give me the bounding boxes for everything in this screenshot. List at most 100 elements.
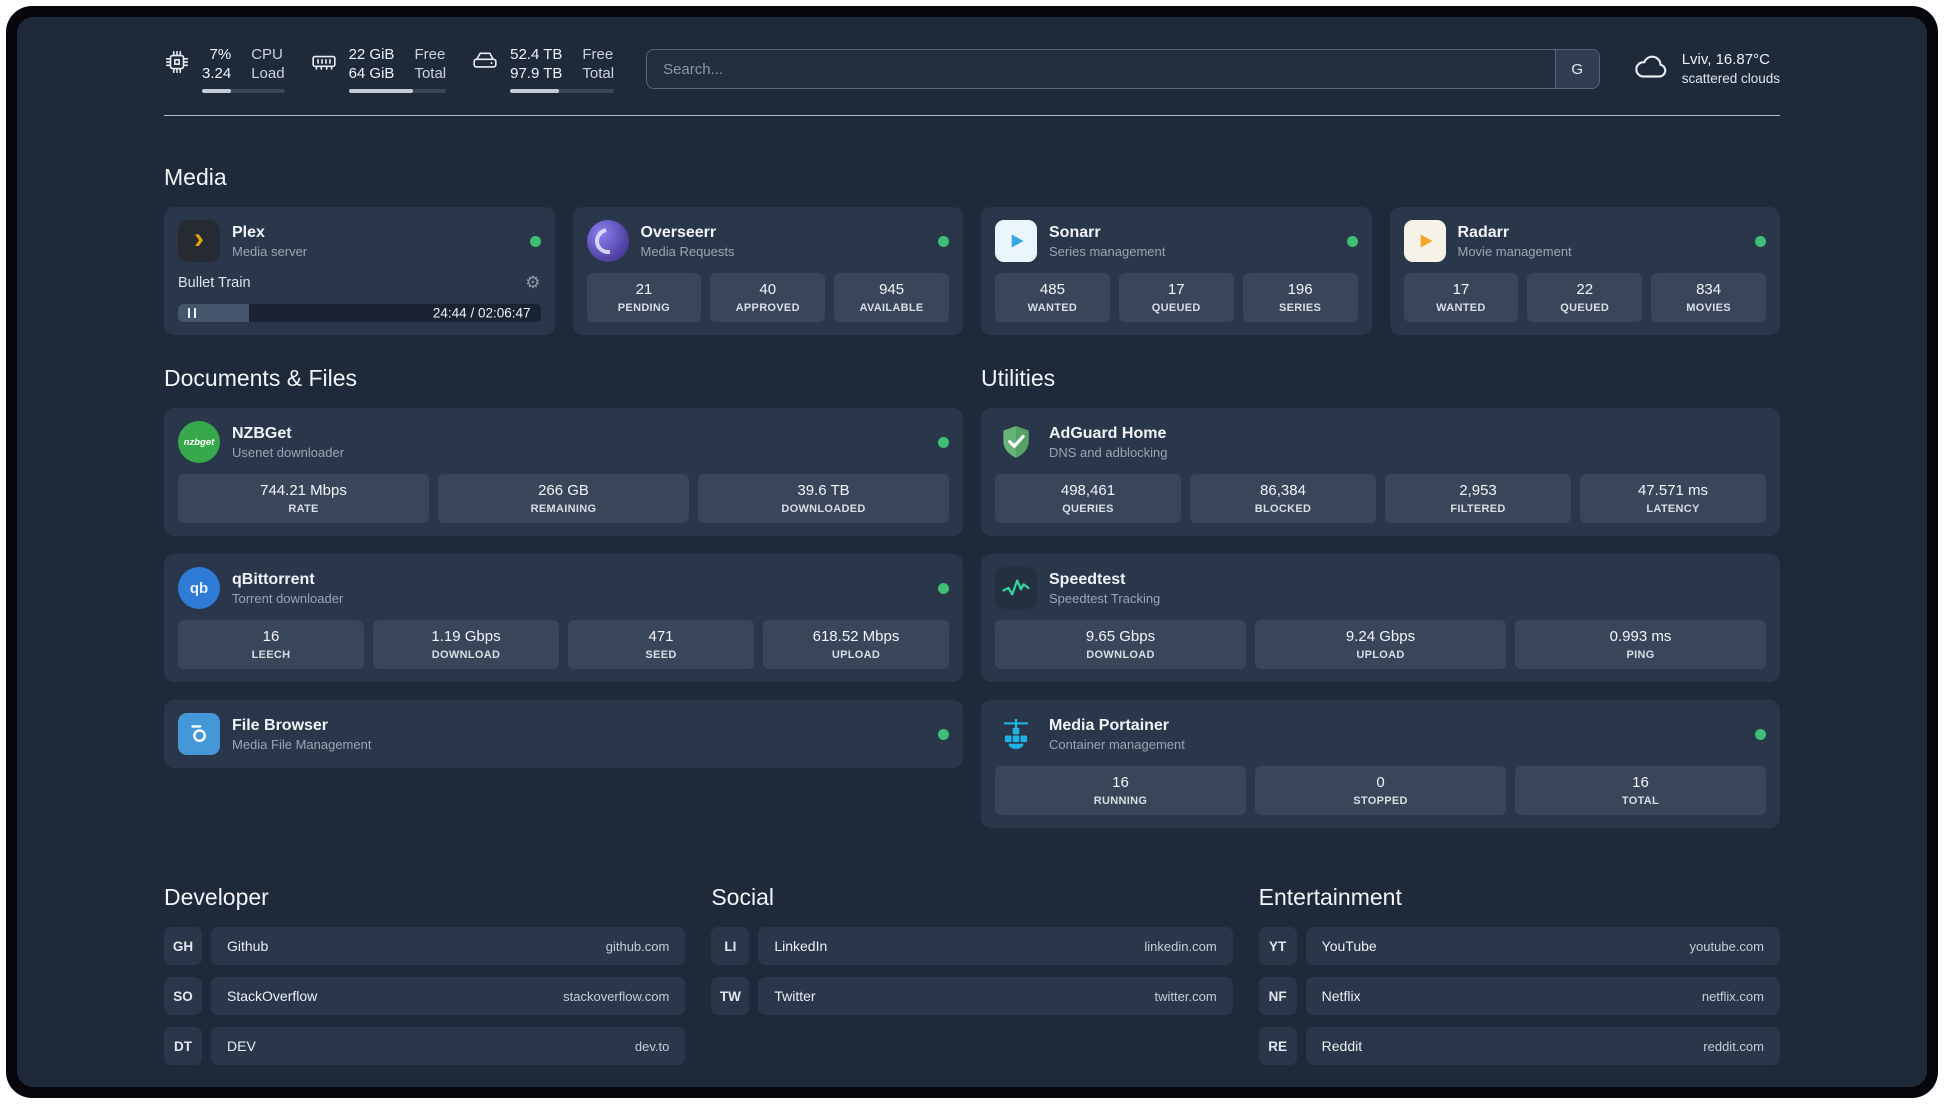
disk-free-value: 52.4 TB xyxy=(510,46,563,63)
app-card-plex[interactable]: › Plex Media server Bullet Train ⚙ 24:44… xyxy=(164,207,555,335)
app-name: Media Portainer xyxy=(1049,716,1170,734)
portainer-icon xyxy=(995,713,1037,755)
disk-progress-fill xyxy=(510,89,559,93)
app-card-radarr[interactable]: Radarr Movie management 17 WANTED 22 QUE… xyxy=(1389,207,1780,335)
reddit-icon: RE xyxy=(1258,1027,1297,1065)
app-subtitle: Container management xyxy=(1049,736,1185,752)
bookmark-github[interactable]: GH Github github.com xyxy=(164,927,686,965)
app-card-overseerr[interactable]: Overseerr Media Requests 21 PENDING 40 A… xyxy=(572,207,963,335)
bookmark-stackoverflow[interactable]: SO StackOverflow stackoverflow.com xyxy=(164,977,686,1015)
bookmark-reddit[interactable]: RE Reddit reddit.com xyxy=(1258,1027,1780,1065)
youtube-icon: YT xyxy=(1258,927,1297,965)
bookmark-url: youtube.com xyxy=(1689,938,1764,954)
playback-time: 24:44 / 02:06:47 xyxy=(432,305,531,321)
app-card-adguard[interactable]: AdGuard Home DNS and adblocking 498,461 … xyxy=(981,408,1780,536)
bookmark-name: YouTube xyxy=(1321,938,1377,954)
bookmark-dev[interactable]: DT DEV dev.to xyxy=(164,1027,686,1065)
app-subtitle: Torrent downloader xyxy=(232,590,344,606)
stat-blocked: 86,384 BLOCKED xyxy=(1190,474,1376,523)
disk-icon xyxy=(472,49,498,75)
cpu-load-value: 3.24 xyxy=(202,65,232,82)
cpu-icon xyxy=(164,49,190,75)
status-dot xyxy=(1755,728,1766,740)
stat-movies: 834 MOVIES xyxy=(1651,273,1766,322)
stat-rate: 744.21 Mbps RATE xyxy=(178,474,429,523)
app-name: Sonarr xyxy=(1049,223,1101,241)
stat-downloaded: 39.6 TB DOWNLOADED xyxy=(698,474,949,523)
section-media: Media › Plex Media server Bullet Train ⚙ xyxy=(164,164,1780,335)
ram-total-label: Total xyxy=(414,65,447,82)
search-input[interactable] xyxy=(647,50,1555,88)
ram-icon xyxy=(311,49,337,75)
section-utilities: Utilities AdGuard Home xyxy=(981,365,1780,828)
app-card-sonarr[interactable]: Sonarr Series management 485 WANTED 17 Q… xyxy=(981,207,1372,335)
status-dot xyxy=(1755,235,1766,247)
stat-total: 16 TOTAL xyxy=(1515,766,1766,815)
nzbget-icon: nzbget xyxy=(178,421,220,463)
bookmark-name: LinkedIn xyxy=(774,938,828,954)
section-title-developer: Developer xyxy=(164,884,269,910)
app-name: Radarr xyxy=(1457,223,1510,241)
qbittorrent-icon: qb xyxy=(178,567,220,609)
radarr-icon xyxy=(1403,220,1446,262)
linkedin-icon: LI xyxy=(711,927,750,965)
app-name: AdGuard Home xyxy=(1049,424,1167,442)
stat-leech: 16 LEECH xyxy=(178,620,364,669)
section-title-media: Media xyxy=(164,164,227,190)
bookmark-url: twitter.com xyxy=(1154,988,1217,1004)
stat-approved: 40 APPROVED xyxy=(710,273,826,322)
app-card-qbittorrent[interactable]: qb qBittorrent Torrent downloader 16 LEE… xyxy=(164,554,963,682)
netflix-icon: NF xyxy=(1258,977,1297,1015)
ram-total-value: 64 GiB xyxy=(348,65,395,82)
app-subtitle: Media File Management xyxy=(232,736,372,752)
app-card-portainer[interactable]: Media Portainer Container management 16 … xyxy=(981,700,1780,828)
status-dot xyxy=(938,436,949,448)
stat-queries: 498,461 QUERIES xyxy=(995,474,1181,523)
search-engine-button[interactable]: G xyxy=(1554,50,1599,88)
bookmark-youtube[interactable]: YT YouTube youtube.com xyxy=(1258,927,1780,965)
weather-condition: scattered clouds xyxy=(1681,71,1780,86)
status-dot xyxy=(529,235,541,247)
stat-remaining: 266 GB REMAINING xyxy=(438,474,689,523)
bookmark-name: DEV xyxy=(227,1038,256,1054)
status-dot xyxy=(1346,235,1358,247)
stat-running: 16 RUNNING xyxy=(995,766,1246,815)
status-dot xyxy=(938,582,949,594)
bookmark-name: Twitter xyxy=(774,988,816,1004)
top-bar: 7% 3.24 CPU Load xyxy=(164,17,1780,93)
cpu-progress-bar xyxy=(202,89,285,93)
disk-progress-bar xyxy=(510,89,615,93)
app-card-filebrowser[interactable]: File Browser Media File Management xyxy=(164,700,963,768)
section-title-utilities: Utilities xyxy=(981,365,1056,391)
bookmark-url: linkedin.com xyxy=(1144,938,1217,954)
section-title-documents: Documents & Files xyxy=(164,365,358,391)
playback-progress-bar[interactable]: 24:44 / 02:06:47 xyxy=(178,304,541,322)
bookmark-url: stackoverflow.com xyxy=(563,988,670,1004)
bookmark-twitter[interactable]: TW Twitter twitter.com xyxy=(711,977,1233,1015)
app-subtitle: Movie management xyxy=(1457,243,1572,259)
gear-icon[interactable]: ⚙ xyxy=(525,273,541,293)
filebrowser-icon xyxy=(178,713,220,755)
stat-ping: 0.993 ms PING xyxy=(1515,620,1766,669)
disk-metric: 52.4 TB 97.9 TB Free Total xyxy=(472,45,615,93)
app-card-nzbget[interactable]: nzbget NZBGet Usenet downloader 744.21 M… xyxy=(164,408,963,536)
weather-widget: Lviv, 16.87°C scattered clouds xyxy=(1632,50,1780,88)
ram-progress-bar xyxy=(348,89,447,93)
sonarr-icon xyxy=(995,220,1037,262)
cpu-progress-fill xyxy=(202,89,231,93)
plex-icon: › xyxy=(178,220,220,262)
stat-seed: 471 SEED xyxy=(568,620,754,669)
app-subtitle: Usenet downloader xyxy=(232,444,345,460)
ram-metric: 22 GiB 64 GiB Free Total xyxy=(311,45,447,93)
ram-progress-fill xyxy=(348,89,413,93)
bookmark-linkedin[interactable]: LI LinkedIn linkedin.com xyxy=(711,927,1233,965)
stat-queued: 22 QUEUED xyxy=(1527,273,1643,322)
section-social: Social LI LinkedIn linkedin.com TW Twitt… xyxy=(711,884,1233,1065)
pause-icon[interactable] xyxy=(188,308,196,318)
app-name: File Browser xyxy=(232,716,329,734)
window-frame: 7% 3.24 CPU Load xyxy=(6,6,1938,1098)
app-card-speedtest[interactable]: Speedtest Speedtest Tracking 9.65 Gbps D… xyxy=(981,554,1780,682)
stat-wanted: 17 WANTED xyxy=(1403,273,1519,322)
stat-download: 9.65 Gbps DOWNLOAD xyxy=(995,620,1246,669)
bookmark-netflix[interactable]: NF Netflix netflix.com xyxy=(1258,977,1780,1015)
